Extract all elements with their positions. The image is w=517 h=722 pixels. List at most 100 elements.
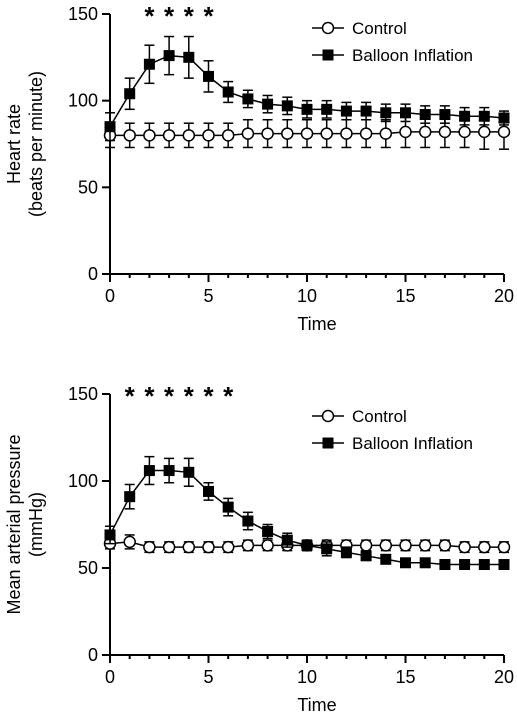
series-balloon-inflation [104, 35, 510, 142]
data-point [124, 491, 136, 503]
data-point [360, 105, 372, 117]
significance-star: * [184, 1, 195, 31]
data-point [143, 129, 156, 142]
data-point [320, 127, 333, 140]
y-axis-title-units: (beats per minute) [26, 71, 46, 217]
y-tick-label: 0 [88, 645, 98, 665]
data-point [439, 559, 451, 571]
data-point [281, 127, 294, 140]
y-axis-title: Mean arterial pressure [4, 434, 24, 614]
data-point [399, 539, 412, 552]
data-point [162, 129, 176, 142]
x-tick-label: 15 [395, 286, 415, 306]
legend-marker [321, 409, 335, 423]
significance-star: * [203, 1, 214, 31]
data-point [261, 127, 274, 140]
data-point [182, 540, 196, 554]
data-point [123, 129, 136, 142]
x-tick-label: 15 [395, 667, 415, 687]
data-point [203, 70, 214, 82]
x-tick-label: 10 [297, 667, 317, 687]
legend: Control Balloon Inflation [312, 19, 473, 65]
data-point [478, 125, 491, 139]
y-tick-label: 0 [88, 264, 98, 284]
x-tick-label: 0 [105, 286, 115, 306]
data-point [379, 127, 393, 140]
data-point [242, 515, 254, 527]
data-point [360, 550, 372, 562]
significance-star: * [164, 381, 175, 411]
x-tick-label: 20 [494, 667, 514, 687]
data-point [163, 50, 175, 62]
y-tick-label: 150 [68, 4, 98, 24]
y-tick-label: 150 [68, 384, 98, 404]
data-point [301, 103, 313, 115]
data-point [162, 540, 176, 554]
data-point [379, 539, 393, 552]
legend: Control Balloon Inflation [312, 407, 473, 453]
data-point [183, 51, 195, 63]
data-point [497, 540, 511, 554]
chart-panel-1: 0 50 100 150 0 5 10 15 20 Time Heart rate (beats pe… [4, 1, 514, 334]
data-point [459, 110, 471, 122]
legend-label: Balloon Inflation [352, 434, 473, 453]
data-point [418, 539, 432, 552]
data-point [143, 58, 155, 70]
data-point [458, 540, 471, 554]
data-point [183, 466, 195, 478]
data-point [438, 539, 452, 552]
data-point [497, 125, 511, 139]
data-point [241, 539, 255, 552]
data-point [221, 540, 235, 554]
significance-star: * [125, 381, 136, 411]
data-point [321, 103, 333, 115]
y-tick-label: 50 [78, 177, 98, 197]
data-point [222, 86, 234, 98]
data-point [262, 98, 274, 110]
data-point [124, 88, 136, 100]
data-point [242, 93, 254, 105]
legend-label: Balloon Inflation [352, 46, 473, 65]
data-point [399, 125, 412, 139]
data-point [478, 559, 490, 571]
data-point [104, 121, 116, 133]
x-tick-label: 10 [297, 286, 317, 306]
data-point [400, 557, 411, 569]
data-point [241, 127, 255, 140]
x-tick-label: 20 [494, 286, 514, 306]
y-tick-label: 100 [68, 91, 98, 111]
significance-star: * [223, 381, 234, 411]
data-point [478, 540, 491, 554]
data-point [281, 534, 293, 546]
data-point [359, 127, 373, 140]
data-point [221, 129, 235, 142]
x-axis-title: Time [297, 695, 336, 715]
data-point [262, 525, 274, 537]
data-point [143, 540, 156, 554]
data-point [340, 546, 352, 558]
data-point [143, 465, 155, 477]
data-point [123, 535, 136, 549]
data-point [300, 127, 314, 140]
data-point [458, 125, 471, 139]
y-tick-label: 50 [78, 558, 98, 578]
data-point [438, 125, 452, 139]
significance-star: * [203, 381, 214, 411]
legend-label: Control [352, 19, 407, 38]
data-point [340, 127, 353, 140]
data-point [163, 465, 175, 477]
x-axis-title: Time [297, 314, 336, 334]
data-point [301, 539, 313, 551]
data-point [478, 110, 490, 122]
y-axis-title: Heart rate [4, 104, 24, 184]
x-tick-label: 5 [203, 667, 213, 687]
data-point [400, 107, 411, 119]
x-tick-label: 5 [203, 286, 213, 306]
data-point [202, 540, 215, 554]
data-point [459, 559, 471, 571]
data-point [380, 553, 392, 565]
data-point [439, 109, 451, 121]
y-axis-title-units: (mmHg) [26, 492, 46, 557]
chart-panel-2: 0 50 100 150 0 5 10 15 20 Time Mean arterial press… [4, 381, 514, 715]
